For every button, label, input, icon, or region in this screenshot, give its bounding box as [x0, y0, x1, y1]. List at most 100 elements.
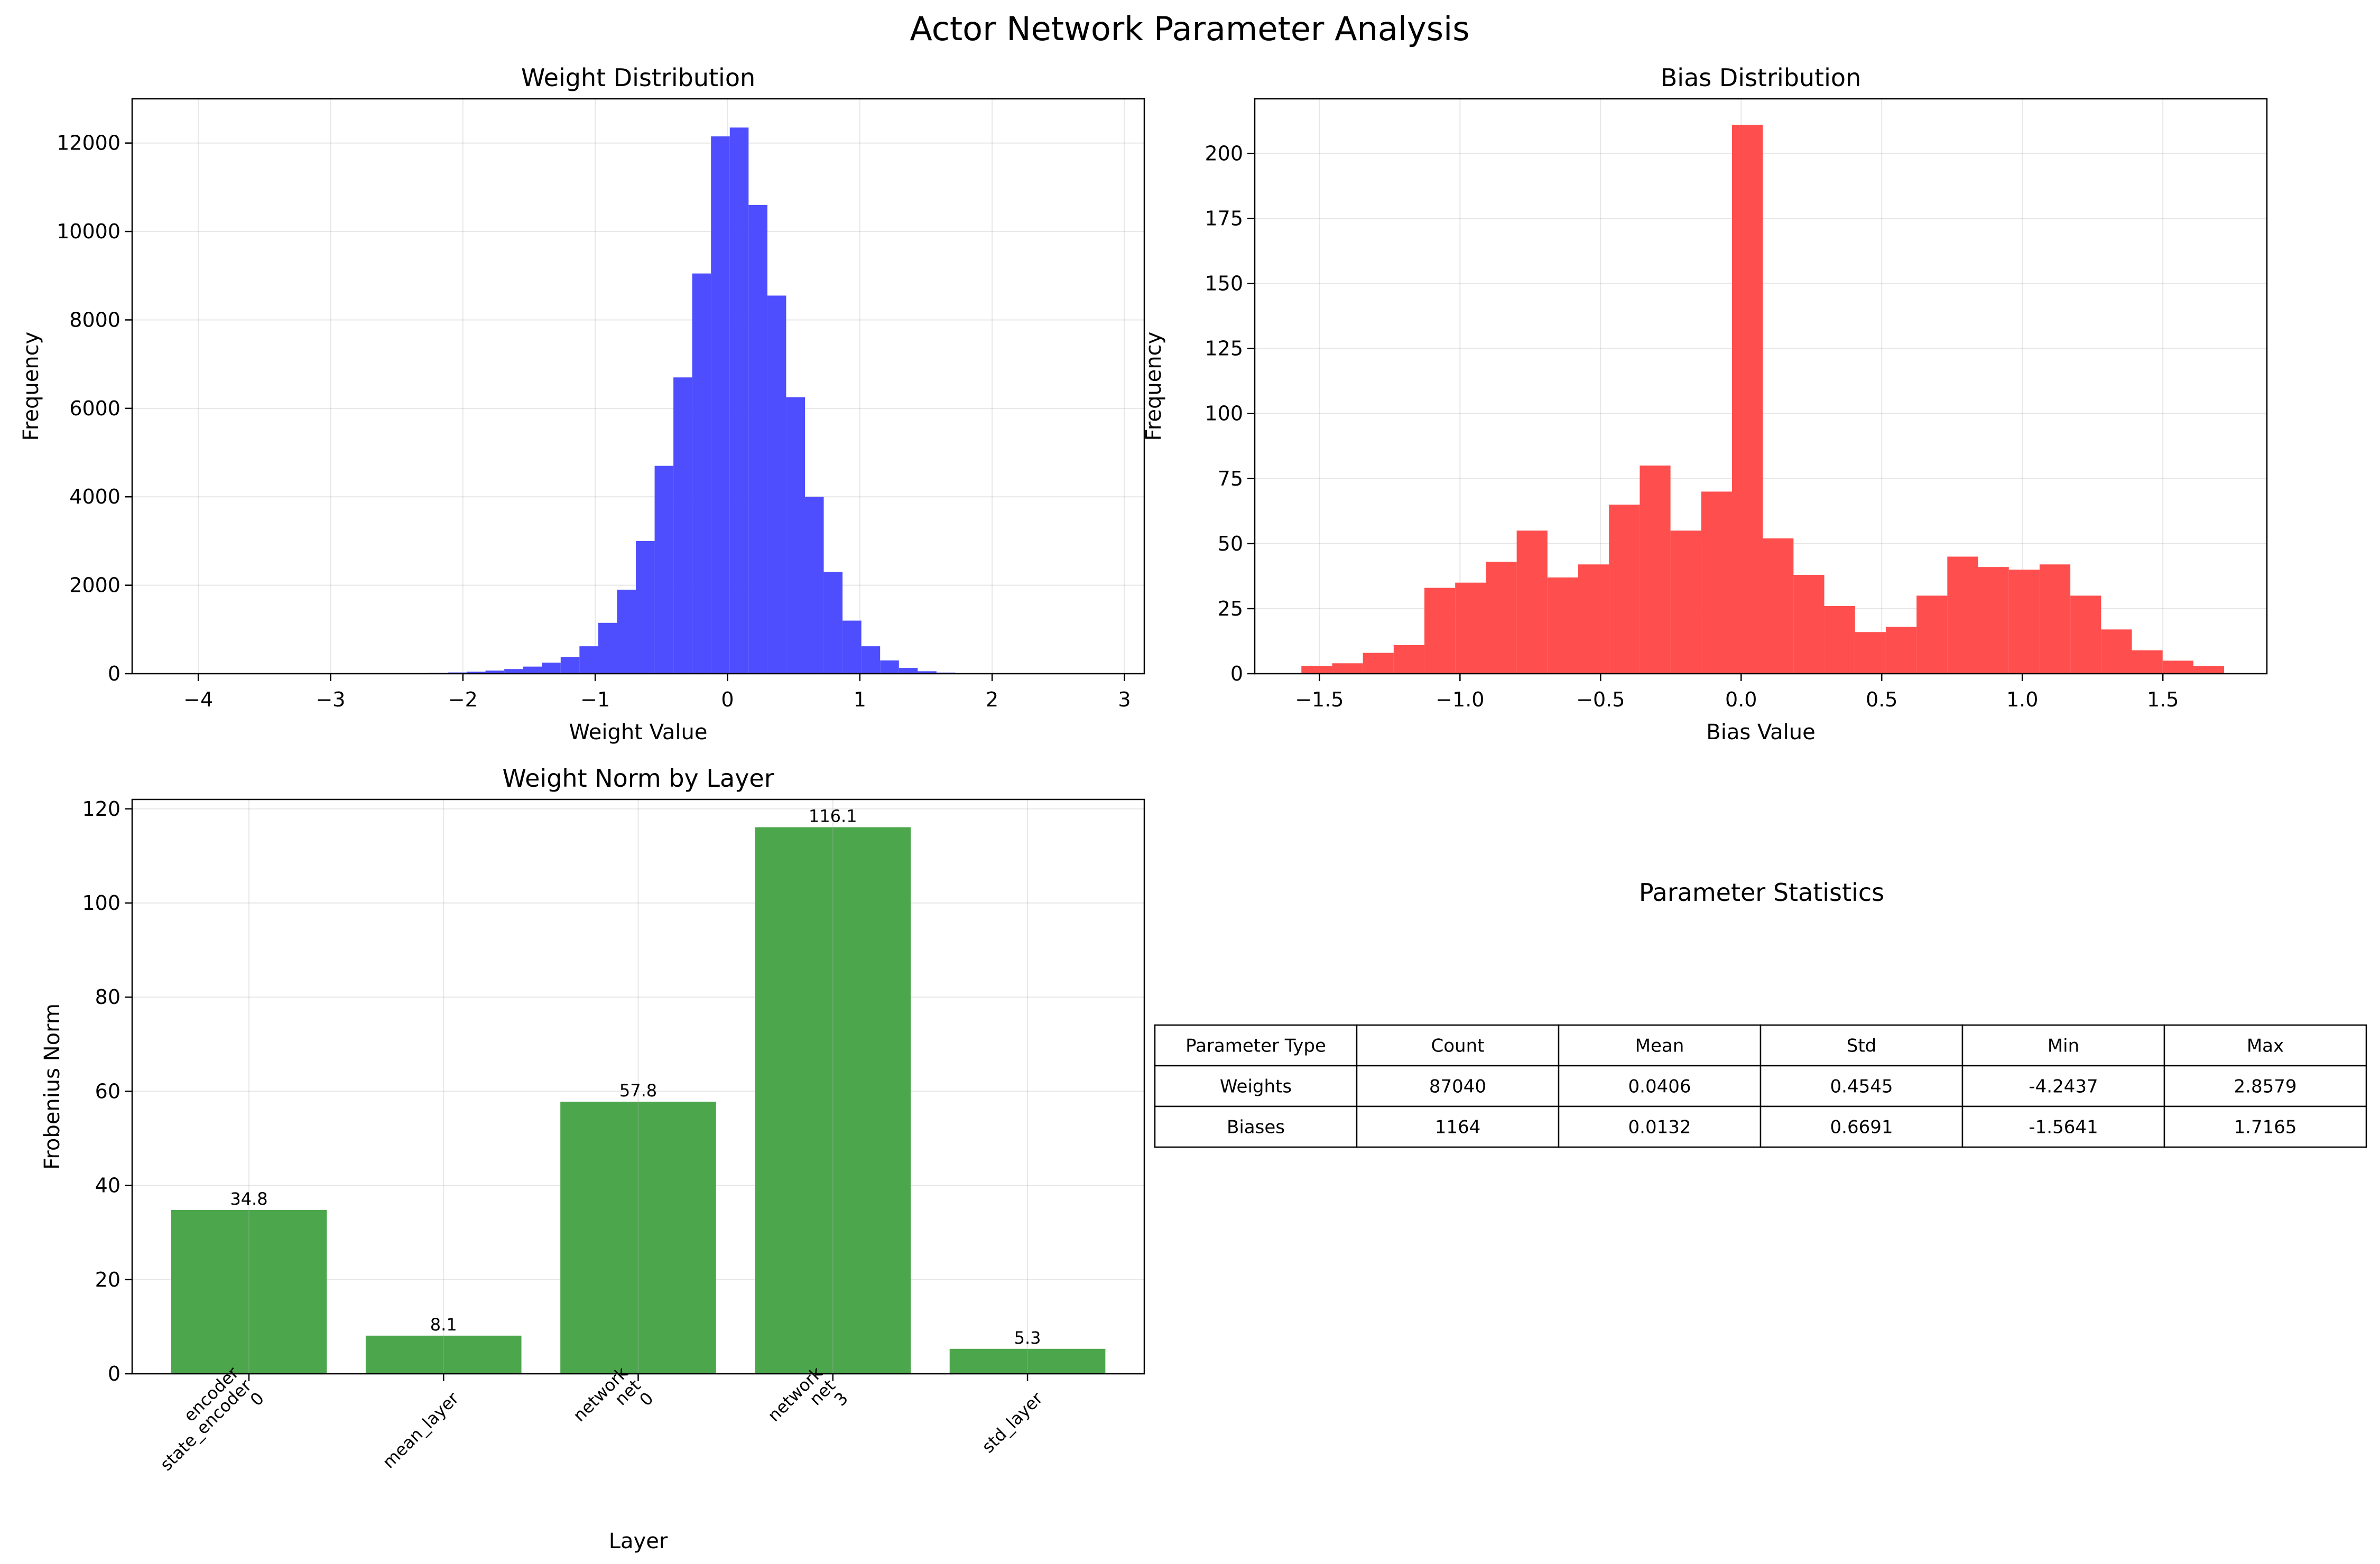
- parameter-statistics-panel: Parameter Statistics Parameter Type Count M…: [1154, 878, 2367, 1148]
- histogram-bar: [1393, 645, 1425, 674]
- norm-bar: [949, 1348, 1106, 1374]
- y-tick-label: 20: [95, 1268, 121, 1291]
- histogram-bar: [1363, 653, 1394, 674]
- histogram-bar: [1731, 125, 1763, 674]
- x-tick-label: −1.0: [1436, 688, 1484, 711]
- histogram-bar: [467, 672, 486, 674]
- x-tick-label: 0: [721, 688, 734, 711]
- chart-title: Bias Distribution: [1661, 63, 1861, 92]
- table-row: Weights 87040 0.0406 0.4545 -4.2437 2.8579: [1154, 1065, 2367, 1107]
- y-tick-label: 100: [82, 891, 121, 915]
- x-tick-label: 0.0: [1725, 688, 1757, 711]
- x-tick-label: −0.5: [1576, 688, 1625, 711]
- x-axis-label: Layer: [609, 1529, 668, 1553]
- histogram-bars: [166, 127, 1143, 674]
- bar-value-label: 116.1: [809, 806, 857, 826]
- table-header-cell-text: Max: [2247, 1036, 2284, 1057]
- histogram-bar: [504, 669, 523, 674]
- table-header-cell-text: Parameter Type: [1186, 1036, 1326, 1057]
- histogram-bar: [692, 273, 711, 674]
- plot-frame: [131, 98, 1145, 675]
- norm-bars: [171, 827, 1106, 1374]
- histogram-bar: [899, 668, 918, 674]
- x-tick-label: −3: [316, 688, 345, 711]
- y-tick-label: 100: [1205, 402, 1243, 425]
- table-cell-text: -4.2437: [2029, 1076, 2098, 1097]
- x-tick-label: −2: [448, 688, 478, 711]
- histogram-bar: [767, 295, 786, 674]
- x-tick-label: 1: [854, 688, 866, 711]
- histogram-bars: [1301, 125, 2225, 674]
- y-tick-label: 0: [108, 662, 121, 685]
- histogram-bar: [636, 541, 655, 674]
- y-tick-label: 75: [1218, 467, 1243, 490]
- table-cell: [1961, 1105, 2165, 1148]
- histogram-bar: [617, 589, 636, 674]
- y-tick-label: 80: [95, 985, 121, 1009]
- histogram-bar: [2070, 595, 2101, 674]
- x-tick-label: 3: [1118, 688, 1131, 711]
- y-tick-label: 12000: [57, 132, 121, 155]
- x-tick-label: −4: [183, 688, 213, 711]
- histogram-bar: [1885, 627, 1917, 674]
- histogram-bar: [861, 646, 881, 674]
- table-header-cell-text: Mean: [1635, 1036, 1684, 1057]
- bar-value-label: 57.8: [619, 1081, 657, 1101]
- histogram-bar: [2132, 650, 2163, 674]
- histogram-bar: [2193, 666, 2225, 674]
- table-title: Parameter Statistics: [1639, 878, 1884, 907]
- y-tick-label: 40: [95, 1174, 121, 1197]
- table-cell: [1759, 1105, 1964, 1148]
- histogram-bar: [598, 622, 617, 674]
- table-cell: [2163, 1024, 2367, 1067]
- y-tick-label: 200: [1205, 142, 1243, 165]
- y-tick-label: 4000: [69, 485, 121, 508]
- y-tick-label: 0: [108, 1362, 121, 1385]
- y-tick-label: 150: [1205, 272, 1243, 295]
- y-tick-label: 60: [95, 1079, 121, 1103]
- y-tick-label: 50: [1218, 532, 1243, 555]
- histogram-bar: [1424, 588, 1456, 674]
- histogram-bar: [880, 660, 899, 674]
- plot-frame: [131, 798, 1145, 1375]
- histogram-bar: [1640, 466, 1671, 674]
- histogram-bar: [2162, 660, 2193, 674]
- table-cell: [1558, 1024, 1762, 1067]
- histogram-bar: [711, 136, 730, 674]
- norm-bar: [365, 1335, 522, 1374]
- table-row: Biases 1164 0.0132 0.6691 -1.5641 1.7165: [1154, 1105, 2367, 1148]
- x-tick-label: −1.5: [1295, 688, 1344, 711]
- histogram-bar: [673, 377, 692, 674]
- x-axis-label: Weight Value: [569, 720, 708, 744]
- table-cell-text: 1.7165: [2234, 1117, 2297, 1138]
- chart-title: Weight Norm by Layer: [502, 764, 774, 793]
- histogram-bar: [485, 671, 505, 674]
- histogram-bar: [804, 497, 824, 674]
- histogram-bar: [542, 663, 561, 674]
- histogram-bar: [1701, 491, 1732, 674]
- histogram-bar: [654, 466, 674, 674]
- histogram-bar: [560, 657, 580, 674]
- table-cell-text: Biases: [1227, 1117, 1285, 1138]
- table-header-cell-text: Std: [1847, 1036, 1877, 1057]
- y-axis-label: Frequency: [19, 332, 43, 441]
- norm-bar: [755, 827, 911, 1374]
- histogram-bar: [1547, 577, 1579, 674]
- histogram-bar: [1978, 567, 2009, 674]
- y-axis-label: Frobenius Norm: [40, 1003, 64, 1170]
- table-cell-text: -1.5641: [2029, 1117, 2098, 1138]
- histogram-bar: [1793, 574, 1825, 674]
- histogram-bar: [1916, 595, 1948, 674]
- table-cell-text: 0.4545: [1830, 1076, 1893, 1097]
- table-cell: [1356, 1065, 1560, 1107]
- norm-bar: [171, 1209, 327, 1374]
- y-tick-label: 2000: [69, 574, 121, 597]
- y-tick-label: 0: [1230, 662, 1243, 685]
- histogram-bar: [1516, 530, 1548, 674]
- x-axis-label: Bias Value: [1706, 720, 1815, 744]
- table-header-row: Parameter Type Count Mean Std Min Max: [1154, 1024, 2367, 1067]
- y-tick-label: 6000: [69, 397, 121, 420]
- weight-distribution-panel: 0 2000 4000 6000 8000 10000 12000 −4 −3 −2 −1 0 1 2 3 W…: [19, 63, 1145, 744]
- histogram-bar: [918, 671, 937, 674]
- table-cell-text: 0.6691: [1830, 1117, 1893, 1138]
